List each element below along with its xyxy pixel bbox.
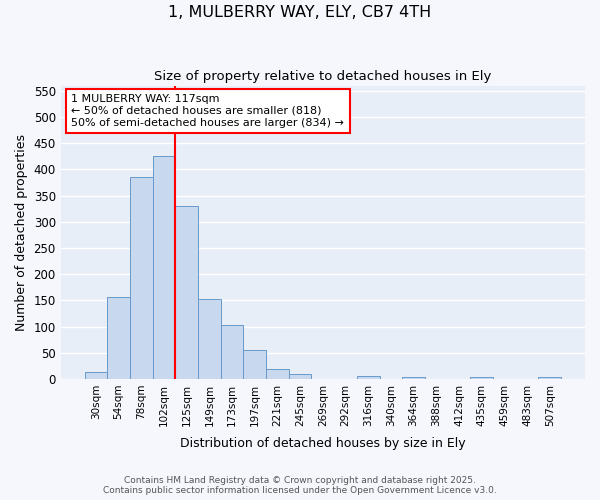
- Bar: [130, 176, 152, 379]
- Bar: [221, 326, 244, 379]
- Bar: [266, 370, 289, 379]
- Bar: [85, 372, 107, 379]
- Text: 1 MULBERRY WAY: 117sqm
← 50% of detached houses are smaller (818)
50% of semi-de: 1 MULBERRY WAY: 117sqm ← 50% of detached…: [71, 94, 344, 128]
- Bar: [538, 377, 561, 379]
- Bar: [470, 378, 493, 379]
- Title: Size of property relative to detached houses in Ely: Size of property relative to detached ho…: [154, 70, 491, 83]
- Text: 1, MULBERRY WAY, ELY, CB7 4TH: 1, MULBERRY WAY, ELY, CB7 4TH: [169, 5, 431, 20]
- Bar: [107, 296, 130, 379]
- Bar: [152, 156, 175, 379]
- Bar: [198, 299, 221, 379]
- Bar: [357, 376, 380, 379]
- X-axis label: Distribution of detached houses by size in Ely: Distribution of detached houses by size …: [180, 437, 466, 450]
- Bar: [244, 350, 266, 379]
- Text: Contains HM Land Registry data © Crown copyright and database right 2025.
Contai: Contains HM Land Registry data © Crown c…: [103, 476, 497, 495]
- Bar: [289, 374, 311, 379]
- Y-axis label: Number of detached properties: Number of detached properties: [15, 134, 28, 330]
- Bar: [175, 206, 198, 379]
- Bar: [402, 377, 425, 379]
